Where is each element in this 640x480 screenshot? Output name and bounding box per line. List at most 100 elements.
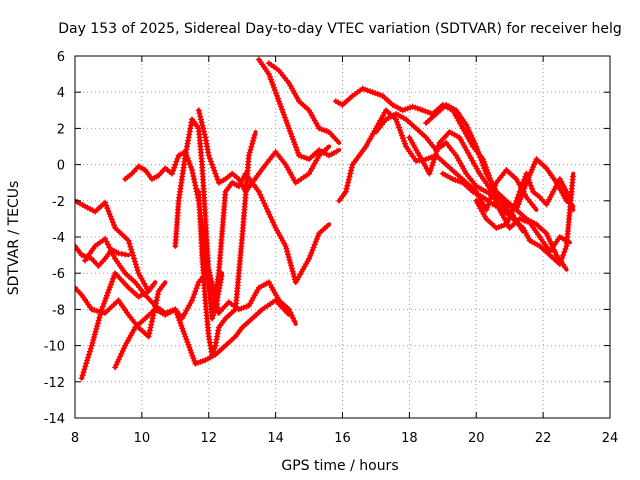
data-point — [347, 170, 354, 177]
data-point — [426, 170, 433, 177]
data-point — [506, 215, 513, 222]
data-point — [189, 170, 196, 177]
data-point — [398, 129, 405, 136]
data-point — [272, 90, 279, 97]
data-point — [287, 128, 294, 135]
data-point — [108, 216, 115, 223]
data-point — [344, 182, 351, 189]
data-point — [432, 151, 439, 158]
data-point — [324, 223, 331, 230]
series-s1 — [75, 197, 151, 294]
data-point — [482, 167, 489, 174]
data-point — [190, 294, 197, 301]
chart-title: Day 153 of 2025, Sidereal Day-to-day VTE… — [58, 21, 621, 37]
data-point — [295, 149, 302, 156]
data-point — [194, 282, 201, 289]
data-point — [527, 169, 534, 176]
data-point — [134, 267, 141, 274]
data-point — [173, 309, 180, 316]
data-point — [431, 153, 438, 160]
data-point — [147, 324, 154, 331]
data-point — [174, 155, 181, 162]
data-point — [257, 191, 264, 198]
data-point — [177, 319, 184, 326]
data-point — [102, 295, 109, 302]
data-point — [427, 167, 434, 174]
data-point — [117, 353, 124, 360]
data-point — [348, 164, 355, 171]
series-s2 — [75, 243, 131, 269]
data-point — [564, 191, 571, 198]
x-tick-label: 22 — [535, 431, 552, 446]
data-point — [470, 138, 477, 145]
data-point — [275, 98, 282, 105]
data-point — [201, 131, 208, 138]
data-point — [245, 152, 252, 159]
data-point — [265, 71, 272, 78]
data-point — [270, 84, 277, 91]
data-point — [174, 311, 181, 318]
x-tick-label: 10 — [134, 431, 151, 446]
data-point — [565, 194, 572, 201]
data-point — [111, 222, 118, 229]
data-point — [94, 307, 101, 314]
data-point — [434, 145, 441, 152]
data-point — [475, 148, 482, 155]
data-point — [342, 188, 349, 195]
data-point — [276, 100, 283, 107]
data-point — [478, 157, 485, 164]
data-point — [210, 348, 217, 355]
data-point — [187, 347, 194, 354]
data-point — [168, 170, 175, 177]
data-point — [481, 165, 488, 172]
data-point — [218, 273, 225, 280]
data-point — [283, 119, 290, 126]
data-point — [324, 145, 331, 152]
data-point — [119, 348, 126, 355]
data-point — [510, 206, 517, 213]
series-s7 — [122, 148, 332, 322]
data-point — [399, 132, 406, 139]
data-point — [97, 311, 104, 318]
data-point — [278, 106, 285, 113]
data-point — [211, 167, 218, 174]
data-point — [569, 173, 576, 180]
data-point — [466, 129, 473, 136]
data-point — [312, 238, 319, 245]
data-point — [210, 164, 217, 171]
data-point — [483, 206, 490, 213]
data-point — [176, 317, 183, 324]
series-s12 — [265, 60, 342, 145]
data-point — [532, 158, 539, 165]
data-point — [132, 261, 139, 268]
data-point — [267, 214, 274, 221]
data-point — [207, 158, 214, 165]
data-point — [518, 182, 525, 189]
data-point — [561, 249, 568, 256]
data-point — [284, 309, 291, 316]
data-point — [145, 333, 152, 340]
data-point — [133, 264, 140, 271]
data-point — [528, 185, 535, 192]
data-point — [191, 291, 198, 298]
data-point — [288, 130, 295, 137]
data-point — [182, 333, 189, 340]
data-point — [290, 270, 297, 277]
data-point — [469, 135, 476, 142]
data-point — [556, 261, 563, 268]
x-tick-label: 24 — [602, 431, 619, 446]
data-point — [504, 218, 511, 225]
data-point — [248, 143, 255, 150]
data-point — [183, 336, 190, 343]
data-point — [259, 197, 266, 204]
data-point — [346, 173, 353, 180]
data-point — [393, 116, 399, 123]
data-point — [148, 321, 155, 328]
series-s19 — [473, 170, 576, 231]
data-point — [91, 307, 98, 314]
data-point — [562, 246, 569, 253]
data-point — [109, 278, 116, 285]
data-point — [187, 164, 194, 171]
data-point — [206, 155, 213, 162]
data-point — [480, 162, 487, 169]
